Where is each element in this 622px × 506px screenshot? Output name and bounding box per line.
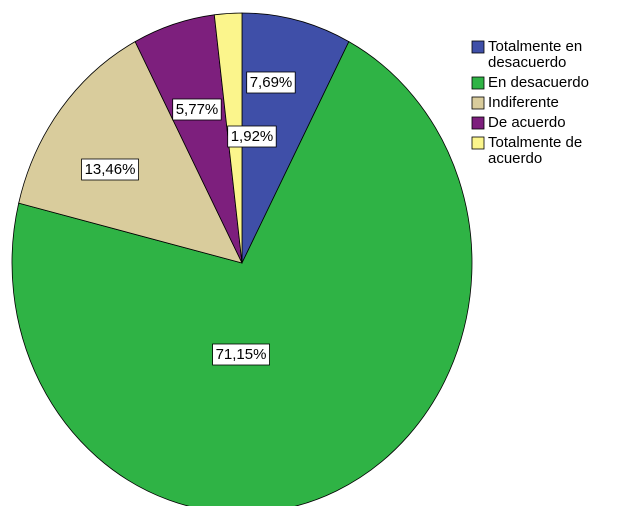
- data-label-3: 5,77%: [172, 98, 222, 121]
- data-label-text-1: 71,15%: [216, 346, 267, 363]
- legend-label-3: De acuerdo: [488, 114, 566, 131]
- data-label-1: 71,15%: [212, 343, 270, 366]
- pie-slice-1: [11, 41, 473, 506]
- legend-swatch-1: [471, 76, 485, 90]
- data-label-text-0: 7,69%: [250, 74, 293, 91]
- data-label-box-4: [227, 125, 277, 148]
- legend: Totalmente en desacuerdo En desacuerdo Indi…: [471, 38, 589, 167]
- data-label-box-1: [212, 343, 270, 366]
- legend-swatch-2: [471, 96, 485, 110]
- pie-slice-2: [18, 41, 243, 264]
- legend-swatch-0: [471, 40, 485, 54]
- data-label-text-3: 5,77%: [176, 101, 219, 118]
- legend-swatch-4: [471, 136, 485, 150]
- legend-item-1: En desacuerdo: [471, 74, 589, 91]
- legend-label-2: Indiferente: [488, 94, 559, 111]
- legend-label-0: Totalmente en desacuerdo: [488, 38, 582, 71]
- legend-label-4: Totalmente de acuerdo: [488, 134, 582, 167]
- legend-label-1: En desacuerdo: [488, 74, 589, 91]
- data-label-4: 1,92%: [227, 125, 277, 148]
- data-label-box-3: [172, 98, 222, 121]
- legend-swatch-3: [471, 116, 485, 130]
- data-label-0: 7,69%: [246, 71, 296, 94]
- data-label-text-4: 1,92%: [231, 128, 274, 145]
- data-label-text-2: 13,46%: [85, 161, 136, 178]
- legend-item-3: De acuerdo: [471, 114, 566, 131]
- legend-item-0: Totalmente en desacuerdo: [471, 38, 582, 71]
- legend-item-4: Totalmente de acuerdo: [471, 134, 582, 167]
- pie-slices: [11, 12, 473, 506]
- data-label-2: 13,46%: [81, 158, 139, 181]
- legend-item-2: Indiferente: [471, 94, 559, 111]
- data-label-box-2: [81, 158, 139, 181]
- data-label-box-0: [246, 71, 296, 94]
- pie-data-labels: 7,69% 71,15% 13,46% 5,77% 1,92%: [81, 71, 296, 366]
